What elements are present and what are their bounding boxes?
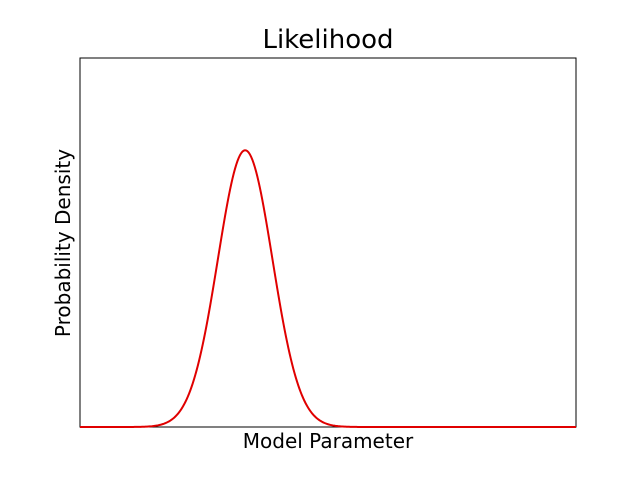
chart-title: Likelihood [262,25,393,55]
likelihood-curve-line [80,149,576,428]
series-layer [80,149,576,428]
x-axis-label: Model Parameter [243,429,414,453]
plot-frame [79,57,577,428]
y-axis-label: Probability Density [51,149,75,337]
